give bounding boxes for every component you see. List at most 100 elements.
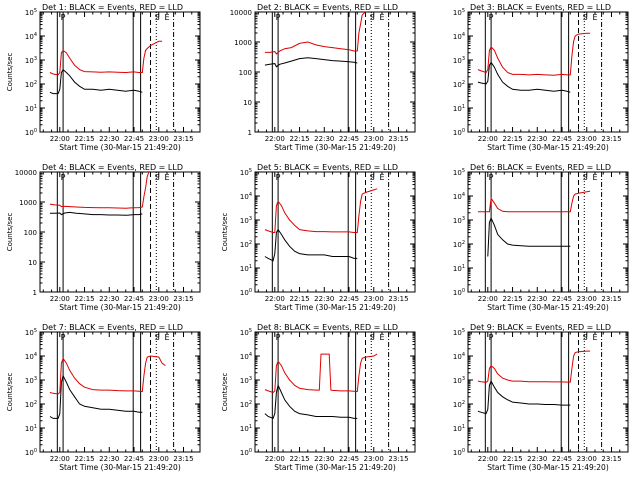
series-group	[477, 350, 591, 415]
y-tick-label: 105	[453, 328, 465, 337]
chart-panel-5: 100 101 102 103 104 105 22:00 22:15 22:30 22:45 23…	[221, 163, 416, 312]
y-tick-label: 100	[240, 448, 252, 457]
x-tick-label: 23:15	[601, 455, 621, 463]
chart-panel-2: 1 10 100 1000 10000 22:00 22:15 22:30 22:45 23:00…	[230, 3, 416, 152]
plot-frame	[254, 331, 416, 453]
y-tick-label: 104	[25, 352, 37, 361]
x-tick-label: 22:30	[314, 295, 334, 303]
annotation-p: P	[61, 13, 66, 22]
x-tick-label: 22:30	[527, 455, 547, 463]
series-line-lld	[49, 40, 163, 76]
x-tick-label: 22:15	[289, 135, 309, 143]
x-tick-label: 23:15	[388, 295, 408, 303]
x-axis-label: Start Time (30-Mar-15 21:49:20)	[59, 303, 181, 312]
x-tick-label: 22:45	[552, 135, 572, 143]
annotation-e: E	[593, 13, 598, 22]
series-line-events	[49, 211, 143, 216]
x-axis-label: Start Time (30-Mar-15 21:49:20)	[274, 143, 396, 152]
annotation-p: P	[276, 173, 281, 182]
y-axis-label: Counts/sec	[221, 213, 229, 252]
series-line-events	[49, 374, 143, 419]
y-tick-label: 104	[25, 32, 37, 41]
x-tick-label: 22:00	[265, 295, 285, 303]
x-tick-label: 22:00	[478, 455, 498, 463]
y-tick-label: 105	[240, 168, 252, 177]
x-tick-label: 23:15	[173, 135, 193, 143]
annotation-e: E	[380, 173, 385, 182]
y-tick-label: 101	[453, 104, 465, 113]
x-tick-label: 22:45	[124, 295, 144, 303]
annotation-e: E	[380, 13, 385, 22]
y-tick-label: 104	[453, 192, 465, 201]
chart-title: Det 6: BLACK = Events, RED = LLD	[470, 163, 611, 172]
annotation-s: S	[583, 173, 588, 182]
y-tick-label: 100	[25, 128, 37, 137]
series-line-lld	[264, 353, 378, 394]
chart-panel-9: 100 101 102 103 104 105 22:00 22:15 22:30 22:45 23…	[453, 323, 629, 472]
annotation-p: P	[489, 333, 494, 342]
y-tick-label: 101	[240, 424, 252, 433]
chart-title: Det 9: BLACK = Events, RED = LLD	[470, 323, 611, 332]
y-axis-label: Counts/sec	[221, 373, 229, 412]
series-line-lld	[477, 32, 591, 76]
chart-title: Det 4: BLACK = Events, RED = LLD	[42, 163, 183, 172]
y-tick-label: 100	[453, 448, 465, 457]
x-tick-label: 22:15	[74, 455, 94, 463]
series-group	[264, 12, 366, 68]
chart-title: Det 8: BLACK = Events, RED = LLD	[257, 323, 398, 332]
x-tick-label: 23:15	[173, 295, 193, 303]
x-axis-label: Start Time (30-Mar-15 21:49:20)	[59, 463, 181, 472]
x-tick-label: 22:45	[339, 295, 359, 303]
series-line-lld	[477, 190, 591, 213]
y-tick-label: 102	[240, 400, 252, 409]
x-tick-label: 22:45	[124, 135, 144, 143]
annotation-p: P	[489, 173, 494, 182]
chart-title: Det 1: BLACK = Events, RED = LLD	[42, 3, 183, 12]
y-tick-label: 105	[25, 328, 37, 337]
x-tick-label: 22:45	[339, 135, 359, 143]
plot-frame	[254, 171, 416, 293]
y-tick-label: 1000	[234, 39, 252, 47]
plot-frame	[39, 331, 201, 453]
y-tick-label: 100	[453, 288, 465, 297]
x-axis-label: Start Time (30-Mar-15 21:49:20)	[274, 303, 396, 312]
chart-panel-3: 100 101 102 103 104 105 22:00 22:15 22:30 22:45 23…	[453, 3, 629, 152]
annotation-e: E	[593, 333, 598, 342]
series-line-lld	[264, 188, 378, 233]
x-tick-label: 23:00	[364, 295, 384, 303]
x-axis-label: Start Time (30-Mar-15 21:49:20)	[274, 463, 396, 472]
annotation-s: S	[583, 13, 588, 22]
annotation-s: S	[155, 173, 160, 182]
series-group	[264, 353, 378, 420]
annotation-p: P	[276, 333, 281, 342]
series-group	[477, 32, 591, 93]
plot-frame	[467, 11, 629, 133]
y-tick-label: 101	[25, 424, 37, 433]
x-tick-label: 22:45	[552, 455, 572, 463]
plot-frame	[467, 171, 629, 293]
x-tick-label: 23:00	[577, 135, 597, 143]
x-tick-label: 22:15	[502, 135, 522, 143]
y-tick-label: 101	[453, 424, 465, 433]
x-tick-label: 23:00	[149, 455, 169, 463]
series-line-lld	[477, 350, 591, 383]
y-tick-label: 1	[248, 129, 252, 137]
series-line-events	[477, 379, 571, 415]
annotation-s: S	[583, 333, 588, 342]
series-group	[49, 355, 166, 419]
annotation-p: P	[61, 173, 66, 182]
series-group	[477, 190, 591, 257]
y-tick-label: 100	[24, 229, 37, 237]
x-tick-label: 23:00	[577, 455, 597, 463]
y-tick-label: 103	[240, 216, 252, 225]
series-line-lld	[49, 172, 150, 209]
series-line-lld	[49, 355, 166, 395]
y-tick-label: 105	[453, 8, 465, 17]
x-tick-label: 22:15	[289, 295, 309, 303]
x-axis-label: Start Time (30-Mar-15 21:49:20)	[59, 143, 181, 152]
y-tick-label: 102	[453, 400, 465, 409]
x-tick-label: 22:45	[124, 455, 144, 463]
x-tick-label: 23:15	[388, 455, 408, 463]
